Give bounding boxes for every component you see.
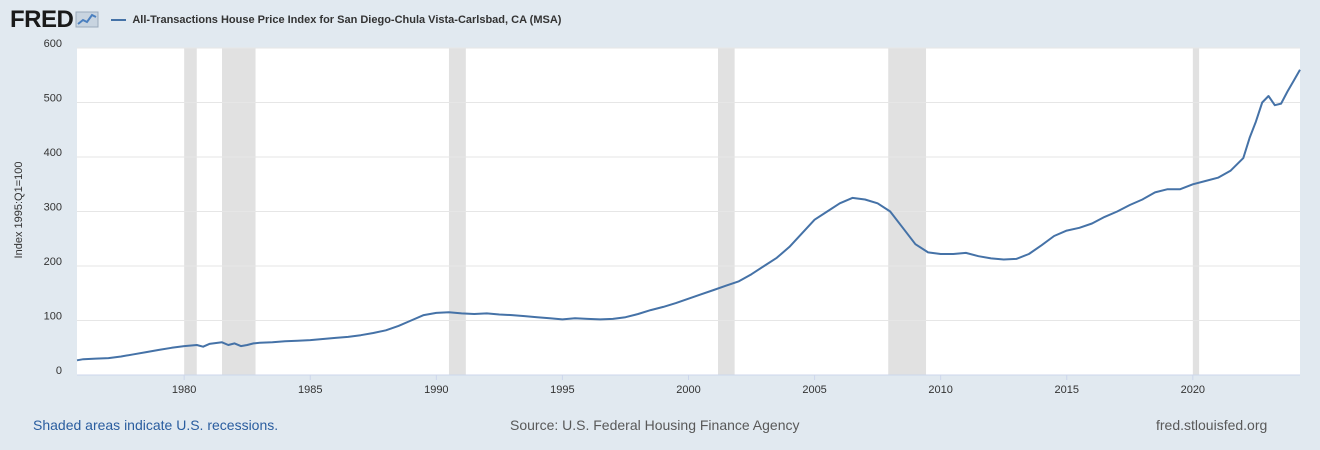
legend[interactable]: All-Transactions House Price Index for S…	[111, 14, 561, 26]
x-tick-labels: 1980 1985 1990 1995 2000 2005 2010 2015 2020	[77, 374, 1300, 396]
y-tick-label: 600	[44, 38, 62, 50]
y-tick-label: 300	[44, 202, 62, 214]
x-tick-label: 1990	[424, 384, 448, 396]
y-axis-label: Index 1995:Q1=100	[13, 162, 25, 259]
x-tick-label: 2005	[802, 384, 826, 396]
source-text: Source: U.S. Federal Housing Finance Age…	[510, 417, 800, 433]
series-line[interactable]	[76, 69, 1301, 362]
chart-line-icon	[75, 10, 99, 33]
x-tick-label: 1995	[550, 384, 574, 396]
x-tick-label: 2020	[1181, 384, 1205, 396]
legend-label: All-Transactions House Price Index for S…	[132, 14, 562, 26]
site-link[interactable]: fred.stlouisfed.org	[1156, 417, 1268, 433]
y-tick-labels: 0 100 200 300 400 500 600	[44, 38, 62, 377]
x-tick-label: 2000	[676, 384, 700, 396]
logo-text: FRED	[10, 6, 74, 33]
x-tick-label: 1985	[298, 384, 322, 396]
y-tick-label: 100	[44, 311, 62, 323]
legend-swatch	[111, 19, 127, 21]
y-tick-label: 400	[44, 147, 62, 159]
y-tick-label: 500	[44, 93, 62, 105]
x-tick-label: 2015	[1055, 384, 1079, 396]
chart-header: FRED All-Transactions House Price Index …	[10, 6, 561, 34]
recession-note-link[interactable]: Shaded areas indicate U.S. recessions.	[33, 417, 279, 433]
x-tick-label: 1980	[172, 384, 196, 396]
y-tick-label: 200	[44, 256, 62, 268]
series-lines[interactable]	[76, 69, 1301, 362]
fred-logo[interactable]: FRED	[10, 6, 99, 34]
y-tick-label: 0	[56, 365, 62, 377]
x-tick-label: 2010	[928, 384, 952, 396]
